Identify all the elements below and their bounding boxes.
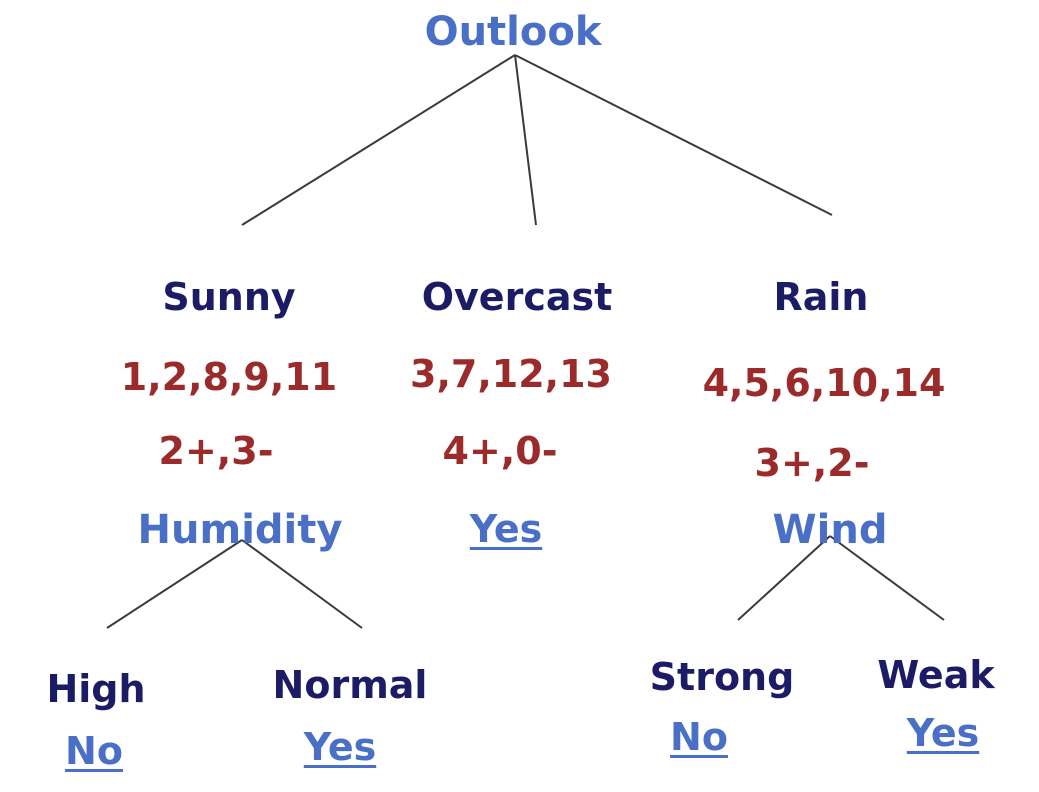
leaf-no-high: No bbox=[65, 729, 123, 773]
branch-value-high: High bbox=[46, 667, 146, 711]
leaf-yes-normal: Yes bbox=[303, 725, 377, 769]
edge-outlook-overcast bbox=[514, 54, 537, 226]
branch-value-sunny: Sunny bbox=[162, 275, 296, 319]
branch-examples-overcast: 3,7,12,13 bbox=[410, 352, 612, 396]
branch-examples-sunny: 1,2,8,9,11 bbox=[120, 355, 338, 399]
edge-wind-weak bbox=[829, 535, 945, 621]
leaf-yes-overcast: Yes bbox=[469, 507, 543, 551]
edge-outlook-sunny bbox=[241, 54, 516, 226]
node-humidity: Humidity bbox=[137, 507, 343, 553]
node-wind: Wind bbox=[772, 507, 888, 553]
branch-value-normal: Normal bbox=[272, 663, 428, 707]
leaf-yes-weak: Yes bbox=[906, 711, 980, 755]
edge-wind-strong bbox=[737, 535, 831, 621]
branch-value-overcast: Overcast bbox=[421, 275, 613, 319]
branch-counts-rain: 3+,2- bbox=[754, 441, 870, 485]
branch-value-rain: Rain bbox=[773, 275, 869, 319]
branch-counts-overcast: 4+,0- bbox=[442, 429, 558, 473]
branch-counts-sunny: 2+,3- bbox=[158, 429, 274, 473]
root-node-outlook: Outlook bbox=[424, 9, 602, 55]
edge-outlook-rain bbox=[514, 54, 833, 216]
branch-value-weak: Weak bbox=[877, 653, 995, 697]
leaf-no-strong: No bbox=[670, 715, 728, 759]
edge-humidity-high bbox=[106, 539, 243, 629]
edge-humidity-normal bbox=[241, 539, 363, 629]
branch-examples-rain: 4,5,6,10,14 bbox=[702, 361, 946, 405]
branch-value-strong: Strong bbox=[649, 655, 795, 699]
